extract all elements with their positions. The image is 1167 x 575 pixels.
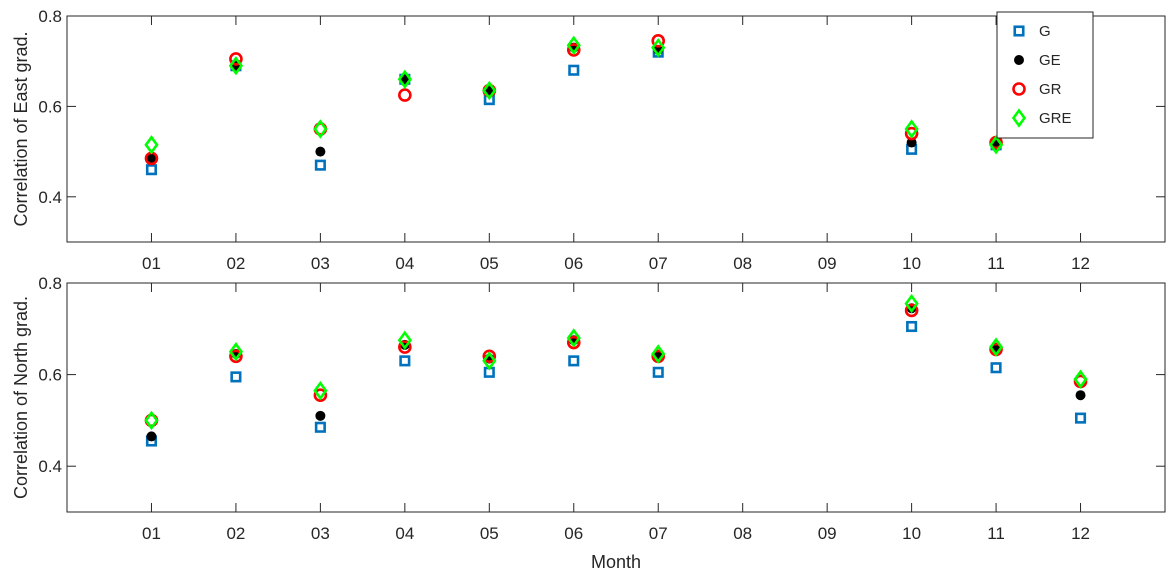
x-axis-label: Month	[591, 552, 641, 572]
data-point-g	[652, 366, 664, 378]
series-gr	[144, 303, 1088, 428]
data-point-gre	[313, 380, 328, 401]
data-point-g	[1074, 412, 1087, 424]
data-point-gre	[988, 135, 1004, 155]
data-point-g	[314, 159, 326, 171]
x-tick-label: 10	[902, 524, 921, 543]
x-tick-label: 08	[733, 524, 752, 543]
x-tick-label: 05	[480, 254, 499, 273]
x-tick-label: 11	[987, 254, 1005, 273]
data-point-gre	[144, 135, 159, 155]
data-point-gr	[566, 43, 581, 57]
chart-panel-1: 01 02 03 04 05 06 07 08 09 10 11 12 0.4 0.6 0.8 Correla…	[11, 7, 1166, 273]
x-tick-label: 12	[1071, 524, 1090, 543]
data-point-ge	[315, 410, 326, 421]
y-tick-label: 0.8	[38, 274, 62, 293]
legend-label-gr: GR	[1039, 81, 1062, 98]
data-point-gre	[904, 293, 919, 314]
legend-marker-ge	[1014, 55, 1024, 65]
data-point-gre	[482, 80, 497, 101]
chart-panel-2: 01 02 03 04 05 06 07 08 09 10 11 12 0.4 0.6 0.8 Correla…	[11, 274, 1166, 572]
data-point-ge	[146, 431, 157, 442]
data-point-ge	[146, 153, 157, 164]
data-point-gre	[228, 56, 244, 76]
data-point-gre	[313, 119, 328, 139]
data-point-gre	[397, 69, 412, 89]
x-tick-label: 02	[226, 524, 245, 543]
x-tick-label: 01	[142, 254, 161, 273]
data-point-gre	[144, 410, 159, 431]
y-tick-label: 0.6	[38, 97, 62, 116]
x-tick-label: 04	[395, 524, 414, 543]
data-point-gr	[904, 126, 919, 141]
data-point-g	[399, 355, 411, 367]
data-point-gre	[1073, 369, 1088, 389]
legend-marker-gr	[1012, 82, 1026, 96]
legend-label-ge: GE	[1039, 52, 1061, 69]
x-tick-label: 10	[902, 254, 921, 273]
data-point-g	[314, 421, 326, 433]
legend-marker-g	[1013, 25, 1025, 37]
data-point-gre	[566, 328, 581, 348]
data-point-gr	[398, 88, 412, 102]
y-tick-label: 0.6	[38, 366, 62, 385]
x-tick-label: 09	[818, 254, 837, 273]
data-point-gr	[482, 349, 497, 364]
x-tick-label: 06	[564, 524, 583, 543]
y-axis-label: Correlation of East grad.	[11, 31, 31, 226]
legend: G GE GR GRE	[996, 11, 1094, 139]
series-gre	[144, 293, 1088, 431]
data-point-gre	[397, 330, 412, 350]
data-point-gre	[651, 344, 666, 364]
x-tick-label: 04	[395, 254, 414, 273]
y-axis-label: Correlation of North grad.	[11, 296, 31, 499]
data-point-ge	[1075, 390, 1086, 401]
data-point-g	[230, 371, 242, 383]
x-tick-label: 11	[987, 524, 1005, 543]
data-point-gr	[566, 335, 581, 350]
data-point-g	[568, 355, 580, 367]
x-tick-label: 03	[311, 254, 330, 273]
data-point-gre	[482, 351, 497, 371]
x-tick-label: 07	[649, 254, 668, 273]
data-point-gre	[988, 337, 1004, 357]
data-point-gr	[904, 303, 919, 318]
data-point-g	[145, 164, 158, 176]
data-point-gr	[313, 388, 328, 403]
x-tick-label: 01	[142, 524, 161, 543]
y-tick-label: 0.4	[38, 188, 62, 207]
data-point-g	[568, 64, 580, 76]
x-tick-label: 05	[480, 524, 499, 543]
legend-label-g: G	[1039, 23, 1051, 40]
data-point-g	[990, 362, 1002, 374]
data-point-ge	[315, 146, 326, 157]
legend-label-gre: GRE	[1039, 110, 1072, 127]
x-tick-label: 12	[1071, 254, 1090, 273]
data-point-gre	[566, 35, 581, 56]
data-point-g	[906, 320, 918, 333]
data-point-gr	[229, 52, 243, 66]
data-point-gr	[651, 34, 666, 48]
x-tick-label: 08	[733, 254, 752, 273]
x-tick-label: 02	[226, 254, 245, 273]
axes-box	[66, 282, 1166, 513]
data-point-gre	[228, 342, 244, 362]
x-tick-label: 03	[311, 524, 330, 543]
data-point-ge	[906, 137, 917, 148]
y-tick-label: 0.8	[38, 7, 62, 26]
x-tick-label: 09	[818, 524, 837, 543]
data-point-gre	[651, 37, 666, 58]
data-point-gr	[398, 340, 412, 354]
data-point-gr	[229, 349, 243, 364]
series-g	[145, 320, 1087, 447]
x-tick-label: 07	[649, 524, 668, 543]
axes-box	[66, 15, 1166, 243]
y-tick-label: 0.4	[38, 457, 62, 476]
x-tick-label: 06	[564, 254, 583, 273]
data-point-gre	[904, 119, 919, 139]
legend-marker-gre	[1011, 108, 1027, 128]
